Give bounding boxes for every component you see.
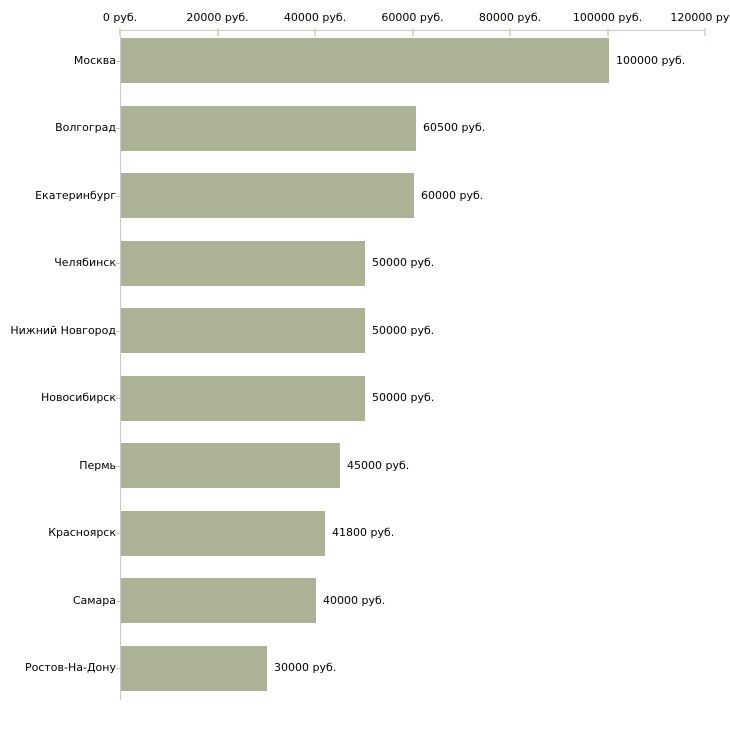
value-label: 40000 руб. — [323, 594, 386, 607]
category-tick — [116, 466, 120, 467]
category-tick — [116, 263, 120, 264]
bar — [121, 578, 316, 623]
category-label: Новосибирск — [40, 391, 116, 404]
bar — [121, 443, 340, 488]
value-label: 30000 руб. — [274, 661, 337, 674]
value-label: 50000 руб. — [372, 256, 435, 269]
value-label: 100000 руб. — [616, 54, 686, 67]
bar — [121, 173, 414, 218]
x-axis-tick — [411, 28, 414, 36]
bar — [121, 308, 365, 353]
value-label: 60000 руб. — [421, 189, 484, 202]
x-axis-tick — [216, 28, 219, 36]
category-label: Челябинск — [54, 256, 116, 269]
y-axis-line — [120, 30, 121, 700]
value-label: 50000 руб. — [372, 324, 435, 337]
category-tick — [116, 196, 120, 197]
value-label: 50000 руб. — [372, 391, 435, 404]
category-tick — [116, 61, 120, 62]
bar — [121, 241, 365, 286]
category-label: Москва — [73, 54, 116, 67]
category-label: Красноярск — [48, 526, 116, 539]
value-label: 60500 руб. — [423, 121, 486, 134]
category-label: Волгоград — [55, 121, 116, 134]
category-tick — [116, 601, 120, 602]
bar — [121, 38, 609, 83]
category-label: Нижний Новгород — [10, 324, 116, 337]
x-axis-tick — [704, 28, 706, 36]
x-axis-tick — [119, 28, 121, 36]
x-axis-tick-label: 60000 руб. — [381, 11, 444, 24]
x-axis-tick-label: 0 руб. — [102, 11, 138, 24]
category-tick — [116, 533, 120, 534]
bar — [121, 106, 416, 151]
category-tick — [116, 128, 120, 129]
bar — [121, 646, 267, 691]
category-label: Ростов-На-Дону — [24, 661, 116, 674]
x-axis-tick-label: 120000 руб. — [670, 11, 730, 24]
category-label: Самара — [72, 594, 116, 607]
category-tick — [116, 331, 120, 332]
value-label: 45000 руб. — [347, 459, 410, 472]
x-axis-tick-label: 20000 руб. — [186, 11, 249, 24]
value-label: 41800 руб. — [332, 526, 395, 539]
x-axis-tick-label: 40000 руб. — [283, 11, 347, 24]
category-label: Пермь — [79, 459, 116, 472]
x-axis-tick — [606, 28, 609, 36]
bar — [121, 511, 325, 556]
x-axis-tick-label: 80000 руб. — [478, 11, 542, 24]
category-tick — [116, 668, 120, 669]
category-label: Екатеринбург — [35, 189, 116, 202]
bar — [121, 376, 365, 421]
x-axis-tick — [314, 28, 316, 36]
category-tick — [116, 398, 120, 399]
x-axis-tick — [509, 28, 511, 36]
x-axis-tick-label: 100000 руб. — [572, 11, 643, 24]
